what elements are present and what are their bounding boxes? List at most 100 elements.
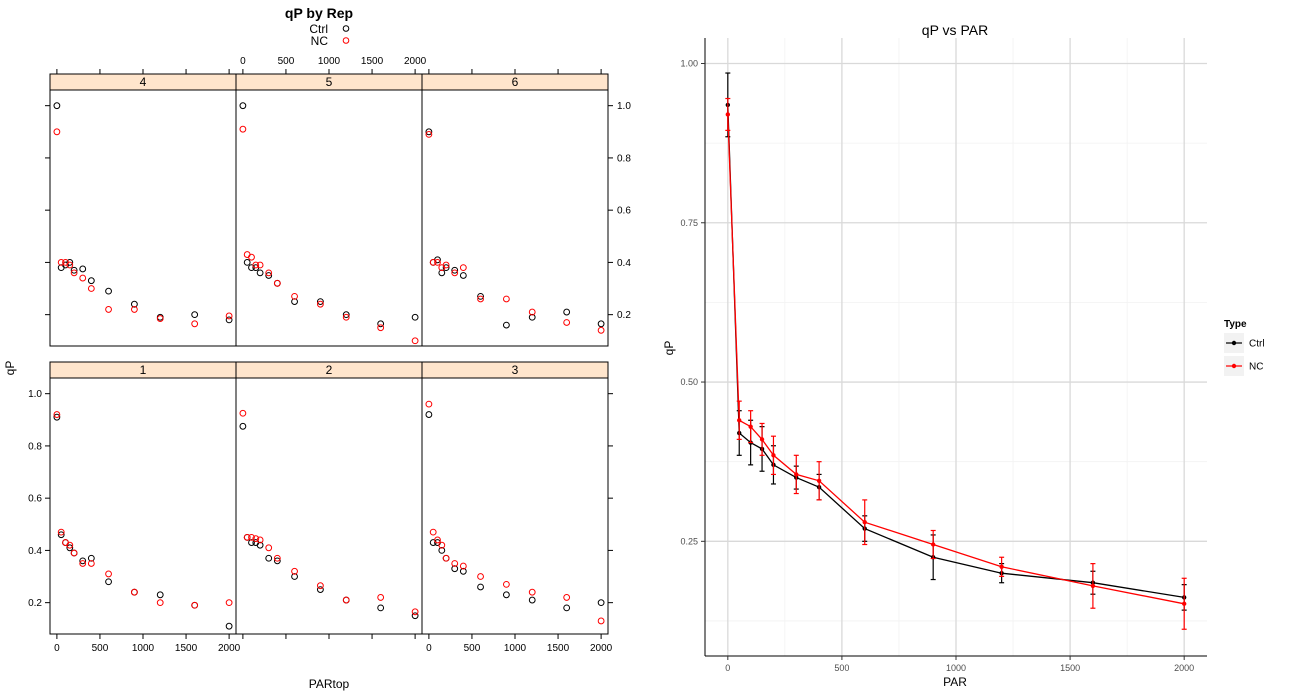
data-point-panel3-nc — [528, 588, 536, 596]
data-point-panel6-nc — [502, 295, 510, 303]
legend-label-ctrl: Ctrl — [1249, 339, 1265, 350]
data-point-panel1-ctrl — [156, 591, 164, 599]
x-axis-tick-label: 2000 — [1174, 663, 1194, 673]
data-point-panel1-nc — [105, 570, 112, 578]
data-point-panel2-ctrl — [377, 604, 385, 612]
y-axis-tick-label: 1.0 — [28, 389, 42, 400]
y-axis-tick-label: 0.4 — [28, 546, 42, 557]
data-point-panel2-ctrl — [316, 586, 324, 593]
data-point-panel6-ctrl — [502, 321, 510, 329]
data-point-nc — [759, 437, 765, 442]
data-point-panel2-nc — [273, 554, 281, 562]
data-point-panel5-ctrl — [239, 102, 247, 110]
data-point-panel1-nc — [130, 588, 138, 596]
data-point-panel4-nc — [66, 261, 74, 269]
data-point-nc — [1090, 583, 1096, 589]
panel-strip-label-6: 6 — [512, 75, 519, 89]
data-point-panel2-ctrl — [273, 557, 281, 565]
y-axis-tick-label: 1.00 — [680, 58, 698, 68]
x-axis-tick-label: 500 — [834, 663, 849, 673]
data-point-panel2-nc — [291, 567, 298, 575]
line-chart-legend: Type Ctrl NC — [1224, 319, 1265, 376]
data-point-panel3-nc — [563, 594, 571, 601]
data-point-panel3-ctrl — [438, 547, 446, 554]
data-point-panel3-ctrl — [502, 591, 510, 599]
panel-strip-label-1: 1 — [140, 363, 147, 377]
y-axis-tick-label: 0.8 — [28, 441, 42, 452]
data-point-panel6-nc — [597, 326, 605, 334]
data-point-panel1-ctrl — [105, 578, 112, 586]
data-point-panel6-ctrl — [459, 272, 467, 279]
data-point-panel6-ctrl — [438, 269, 446, 277]
lattice-legend-marker-nc — [342, 37, 350, 44]
data-point-panel3-nc — [442, 554, 450, 562]
data-point-panel6-ctrl — [425, 128, 433, 136]
series-line-ctrl — [727, 104, 1185, 599]
data-point-nc — [1181, 601, 1187, 606]
data-point-panel4-nc — [191, 320, 199, 328]
data-point-panel4-ctrl — [66, 259, 74, 266]
panel-strip-label-4: 4 — [140, 75, 147, 89]
x-axis-tick-label: 0 — [240, 56, 246, 67]
data-point-panel5-nc — [342, 313, 350, 321]
data-point-panel2-ctrl — [291, 573, 298, 580]
data-point-panel5-nc — [291, 292, 298, 300]
data-point-panel3-nc — [438, 541, 446, 549]
data-point-panel4-nc — [79, 274, 87, 282]
y-axis-tick-label: 0.2 — [28, 598, 42, 609]
data-point-panel6-ctrl — [597, 320, 605, 328]
data-point-panel4-ctrl — [70, 266, 78, 274]
data-point-panel4-nc — [53, 128, 61, 136]
data-point-panel5-nc — [256, 261, 264, 269]
data-point-panel5-ctrl — [256, 269, 264, 277]
data-point-panel3-nc — [502, 580, 510, 588]
x-axis-tick-label: 1000 — [132, 643, 155, 654]
data-point-panel6-nc — [451, 269, 459, 277]
data-point-panel5-ctrl — [316, 298, 324, 305]
data-point-panel4-nc — [87, 285, 95, 292]
data-point-panel4-nc — [70, 269, 78, 277]
data-point-panel1-ctrl — [53, 413, 61, 421]
data-point-panel1-nc — [156, 599, 164, 607]
data-point-panel5-nc — [316, 300, 324, 308]
data-point-panel3-nc — [459, 562, 467, 570]
data-point-nc — [999, 564, 1004, 570]
panel-strip-label-2: 2 — [326, 363, 333, 377]
line-chart-y-axis-title: qP — [662, 341, 676, 356]
data-point-panel4-ctrl — [53, 102, 61, 110]
data-point-panel2-nc — [316, 582, 324, 590]
x-axis-tick-label: 0 — [54, 643, 60, 654]
panel-strip-label-5: 5 — [326, 75, 333, 89]
lattice-axes: 0 0 0 500 500 500 1000 1000 1000 1500 1500 1500 2000… — [28, 56, 631, 654]
x-axis-tick-label: 500 — [464, 643, 481, 654]
data-point-panel4-ctrl — [105, 287, 112, 295]
lattice-y-axis-title: qP — [3, 361, 17, 376]
y-axis-tick-label: 0.25 — [680, 536, 698, 546]
data-point-nc — [930, 542, 936, 547]
data-point-panel2-ctrl — [256, 541, 264, 549]
legend-label-nc: NC — [1249, 362, 1263, 373]
x-axis-tick-label: 1500 — [361, 56, 384, 67]
panel-1: 1 — [49, 361, 237, 635]
data-point-panel2-ctrl — [265, 554, 273, 562]
data-point-panel5-ctrl — [243, 259, 251, 266]
lattice-panels: 4 5 6 1 2 3 0 0 0 500 500 500 1000 1000 1000 1500 1500 15… — [28, 56, 631, 654]
x-axis-tick-label: 1000 — [946, 663, 966, 673]
data-point-panel2-nc — [239, 409, 247, 417]
y-axis-tick-label: 0.6 — [28, 494, 42, 505]
lattice-legend-label-ctrl: Ctrl — [309, 22, 328, 36]
data-point-panel6-nc — [563, 319, 571, 326]
data-point-panel1-nc — [191, 601, 199, 609]
y-axis-tick-label: 0.50 — [680, 377, 698, 387]
x-axis-tick-label: 1000 — [504, 643, 527, 654]
legend-key-nc-point — [1231, 363, 1237, 369]
lattice-chart: qP by Rep Ctrl NC 4 5 6 1 2 3 0 0 0 500 500 500 1000… — [3, 5, 631, 691]
data-point-panel1-ctrl — [87, 554, 95, 562]
data-point-panel3-ctrl — [597, 599, 605, 607]
data-point-panel6-ctrl — [442, 264, 450, 272]
data-point-panel2-ctrl — [411, 612, 419, 620]
data-point-panel4-nc — [57, 259, 65, 266]
data-point-panel2-nc — [377, 594, 385, 601]
data-point-panel4-nc — [130, 306, 138, 313]
